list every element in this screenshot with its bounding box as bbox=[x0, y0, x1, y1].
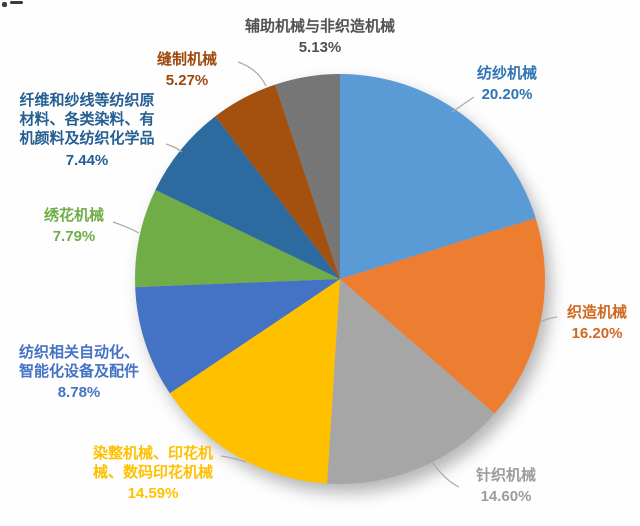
leader-line-2 bbox=[431, 461, 460, 488]
corner-artifact-dot bbox=[2, 2, 7, 7]
leader-line-3 bbox=[220, 455, 247, 463]
leader-line-5 bbox=[112, 221, 140, 234]
leader-line-0 bbox=[451, 96, 475, 113]
pie-slice-5 bbox=[135, 189, 340, 288]
pie-slice-1 bbox=[340, 218, 545, 414]
pie-slice-8 bbox=[275, 74, 340, 279]
pie-slices bbox=[135, 74, 545, 485]
pie-slice-3 bbox=[169, 279, 340, 484]
corner-artifact-bar bbox=[10, 1, 23, 4]
leader-line-7 bbox=[237, 61, 267, 87]
pie-slice-0 bbox=[340, 74, 536, 279]
pie-slice-6 bbox=[155, 116, 340, 279]
pie-slice-7 bbox=[215, 84, 340, 279]
pie-slice-4 bbox=[135, 279, 340, 394]
leader-line-1 bbox=[539, 316, 558, 323]
leader-line-6 bbox=[165, 143, 183, 153]
leader-lines bbox=[112, 61, 558, 488]
pie-slice-2 bbox=[327, 279, 495, 485]
